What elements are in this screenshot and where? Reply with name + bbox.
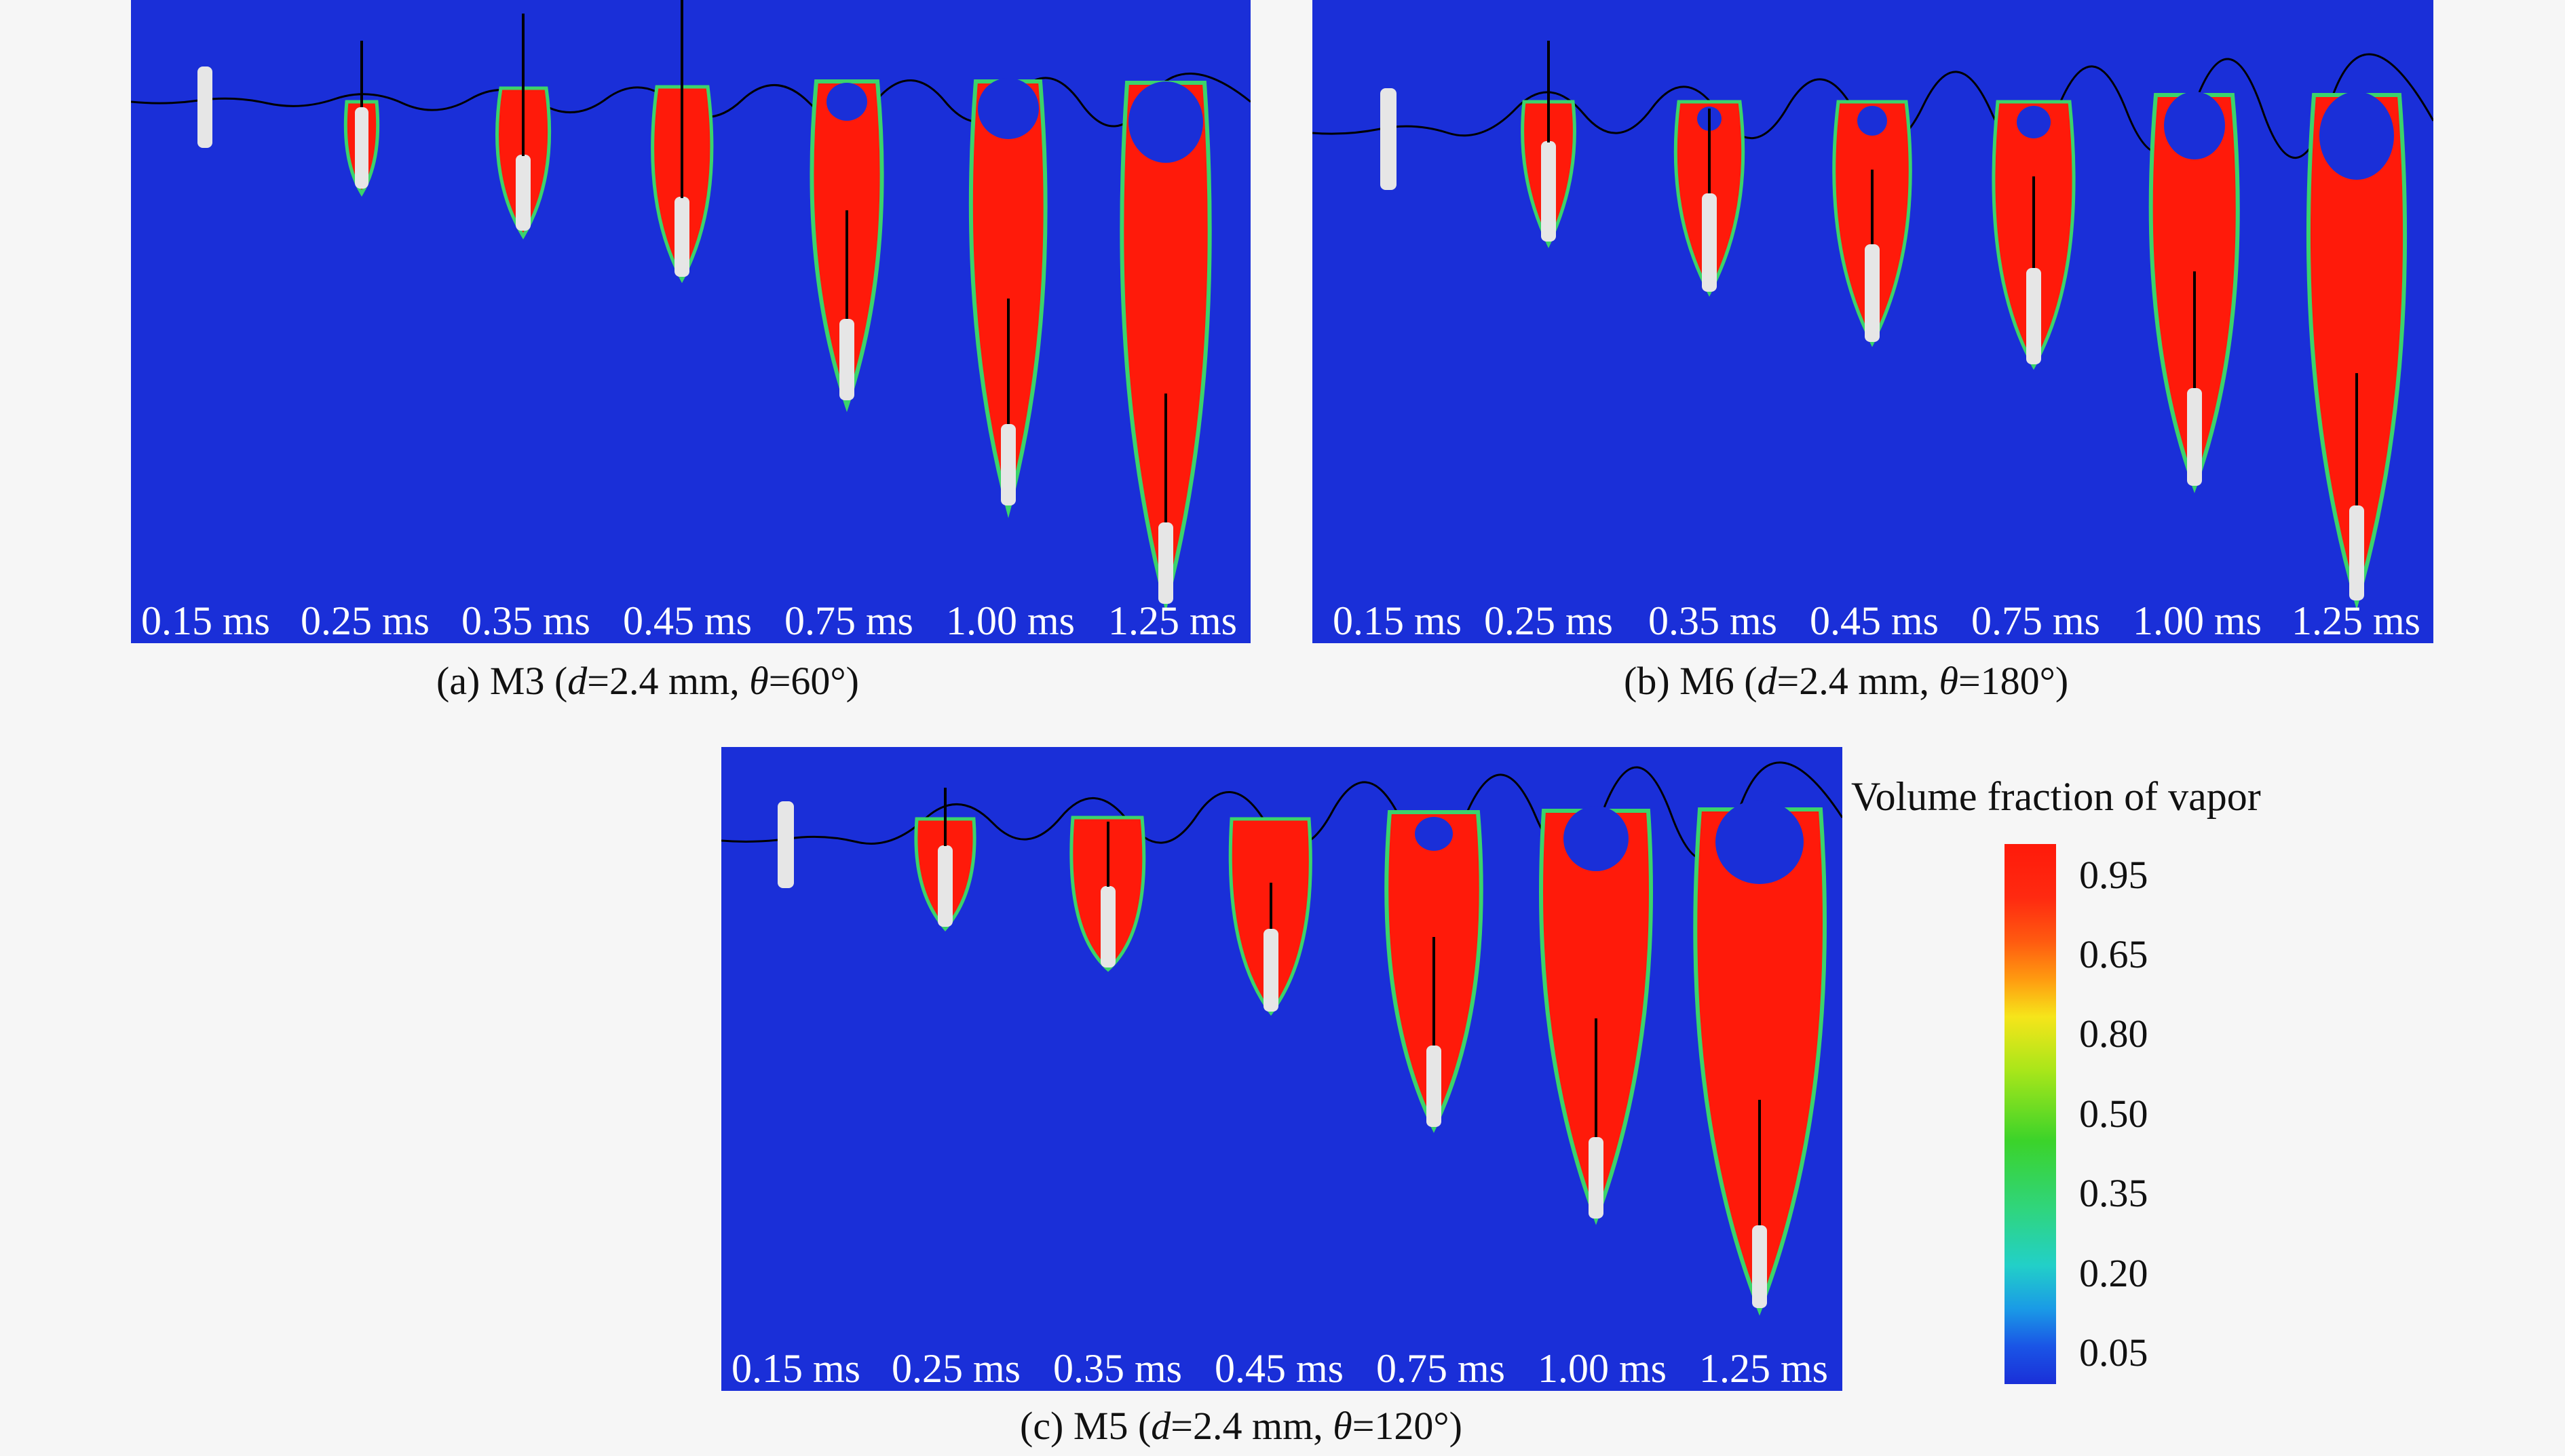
cavity-plot-b [1312,41,2433,610]
cavity-b-2 [1521,41,1576,248]
panel-b: 0.15 ms 0.25 ms 0.35 ms 0.45 ms 0.75 ms … [1312,0,2433,643]
time-label-a-1: 0.15 ms [140,598,271,643]
cavity-a-6 [968,78,1048,518]
cavity-a-1 [197,66,212,148]
legend-tick-1: 0.95 [2079,853,2148,897]
cavity-a-4 [651,0,714,284]
cavity-c-4 [1228,817,1312,1016]
cavity-c-7 [1693,800,1827,1316]
cavity-a-7 [1120,81,1212,612]
time-label-a-5: 0.75 ms [784,598,914,643]
time-label-c-5: 0.75 ms [1375,1346,1506,1391]
cavity-b-3 [1673,100,1745,297]
legend-tick-4: 0.50 [2079,1092,2148,1136]
legend-tick-5: 0.35 [2079,1171,2148,1215]
caption-b: (b) M6 (d=2.4 mm, θ=180°) [1624,659,2069,703]
cavity-b-5 [1992,100,2076,370]
cavity-a-5 [810,79,884,413]
legend-tick-7: 0.05 [2079,1330,2148,1375]
time-label-c-4: 0.45 ms [1214,1346,1344,1391]
legend-title: Volume fraction of vapor [1851,774,2261,819]
time-label-c-1: 0.15 ms [731,1346,861,1391]
cavity-plot-a [131,0,1251,612]
cavity-a-3 [495,14,552,240]
cavity-c-2 [914,788,976,932]
time-label-b-1: 0.15 ms [1332,598,1462,643]
time-label-a-6: 1.00 ms [945,598,1076,643]
time-label-b-3: 0.35 ms [1648,598,1778,643]
time-label-a-2: 0.25 ms [300,598,430,643]
caption-a: (a) M3 (d=2.4 mm, θ=60°) [436,659,859,703]
cavity-c-3 [1069,816,1146,972]
cavity-c-1 [778,801,794,888]
time-label-a-4: 0.45 ms [622,598,753,643]
time-label-b-7: 1.25 ms [2291,598,2421,643]
legend-tick-3: 0.80 [2079,1012,2148,1056]
cavity-b-4 [1832,100,1912,347]
time-label-c-2: 0.25 ms [891,1346,1021,1391]
cavity-plot-c [721,761,1842,1316]
cavity-c-5 [1384,810,1483,1133]
cavity-b-6 [2148,92,2240,493]
cavity-c-6 [1539,806,1653,1225]
time-label-b-4: 0.45 ms [1809,598,1939,643]
time-label-c-7: 1.25 ms [1698,1346,1829,1391]
cavity-b-1 [1380,88,1396,190]
legend-tick-2: 0.65 [2079,932,2148,976]
legend-tick-6: 0.20 [2079,1251,2148,1295]
colorbar [2004,844,2056,1384]
time-label-b-5: 0.75 ms [1971,598,2101,643]
panel-c: 0.15 ms 0.25 ms 0.35 ms 0.45 ms 0.75 ms … [721,747,1842,1391]
time-label-c-6: 1.00 ms [1537,1346,1667,1391]
time-label-a-3: 0.35 ms [461,598,591,643]
time-label-a-7: 1.25 ms [1107,598,1238,643]
cavity-b-7 [2306,92,2408,610]
panel-a: 0.15 ms 0.25 ms 0.35 ms 0.45 ms 0.75 ms … [131,0,1251,643]
time-label-c-3: 0.35 ms [1052,1346,1183,1391]
caption-c: (c) M5 (d=2.4 mm, θ=120°) [1020,1404,1462,1448]
time-label-b-6: 1.00 ms [2132,598,2262,643]
time-label-b-2: 0.25 ms [1483,598,1614,643]
cavity-a-2 [343,41,380,197]
